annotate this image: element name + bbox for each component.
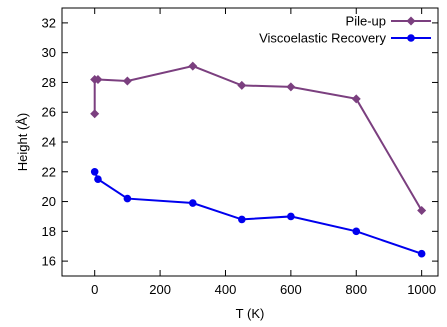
y-tick-label: 18 [42,224,56,239]
series-2-point [417,249,426,258]
legend-marker-2 [407,34,415,42]
legend-label-1: Pile-up [346,14,386,29]
series-2-point [188,199,197,207]
y-tick-label: 16 [42,254,56,269]
y-tick-label: 28 [42,75,56,90]
x-axis-label: T (K) [236,306,265,321]
series-1-point [188,61,198,71]
x-tick-label: 0 [91,282,98,297]
series-2-point [90,167,99,176]
series-1-point [237,80,247,90]
legend: Pile-up Viscoelastic Recovery [259,14,431,46]
x-tick-label: 600 [280,282,302,297]
x-tick-label: 800 [345,282,367,297]
y-tick-label: 24 [42,135,56,150]
y-axis-label: Height (Å) [15,113,30,172]
series-1-point [93,74,103,84]
series-layer [90,61,427,258]
series-1-point [351,94,361,104]
y-tick-label: 32 [42,15,56,30]
series-2-point [238,215,246,224]
y-tick-label: 22 [42,164,56,179]
series-1 [90,61,427,215]
x-tick-label: 400 [215,282,237,297]
series-1-line [93,65,423,211]
axis-ticks: 0 200 400 600 800 1000 16 18 20 22 24 26 28 30 32 [42,8,438,297]
y-tick-label: 20 [42,194,56,209]
series-1-point [90,109,100,119]
series-2-point [352,227,361,236]
legend-marker-1 [406,16,416,26]
series-1-point [286,82,296,92]
series-2-point [287,212,295,221]
series-2-line [93,171,422,255]
y-tick-label: 30 [42,45,56,60]
series-2 [90,167,426,258]
legend-label-2: Viscoelastic Recovery [259,31,386,46]
series-2-point [94,175,102,184]
x-tick-label: 1000 [407,282,436,297]
series-1-point [417,205,427,215]
series-1-point [122,76,132,86]
series-2-point [123,194,132,203]
x-tick-label: 200 [149,282,171,297]
y-tick-label: 26 [42,105,56,120]
